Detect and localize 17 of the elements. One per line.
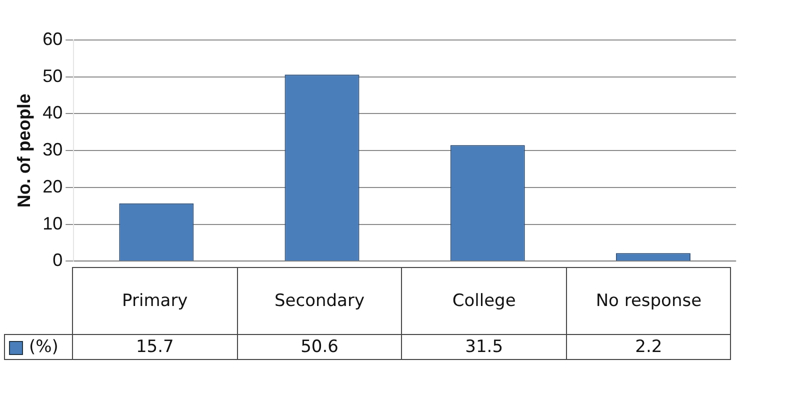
y-tick-label: 30 bbox=[42, 140, 63, 160]
y-tick-label: 60 bbox=[42, 28, 63, 49]
x-tick-label: Secondary bbox=[237, 268, 402, 335]
y-tick-label: 20 bbox=[42, 176, 63, 196]
data-label: 15.7 bbox=[72, 334, 238, 360]
y-tick-label: 10 bbox=[42, 213, 63, 234]
y-tick-label: 40 bbox=[42, 102, 63, 123]
data-label: 31.5 bbox=[402, 334, 566, 360]
y-axis-title: No. of people bbox=[14, 94, 34, 208]
x-tick-label: College bbox=[402, 268, 566, 335]
data-label: 2.2 bbox=[566, 334, 731, 360]
x-tick-label: No response bbox=[566, 268, 731, 335]
legend-label: (%) bbox=[4, 334, 73, 360]
data-label: 50.6 bbox=[237, 334, 402, 360]
x-tick-label: Primary bbox=[72, 268, 238, 335]
y-tick-label: 50 bbox=[42, 66, 63, 86]
y-tick-label: 0 bbox=[52, 250, 63, 270]
